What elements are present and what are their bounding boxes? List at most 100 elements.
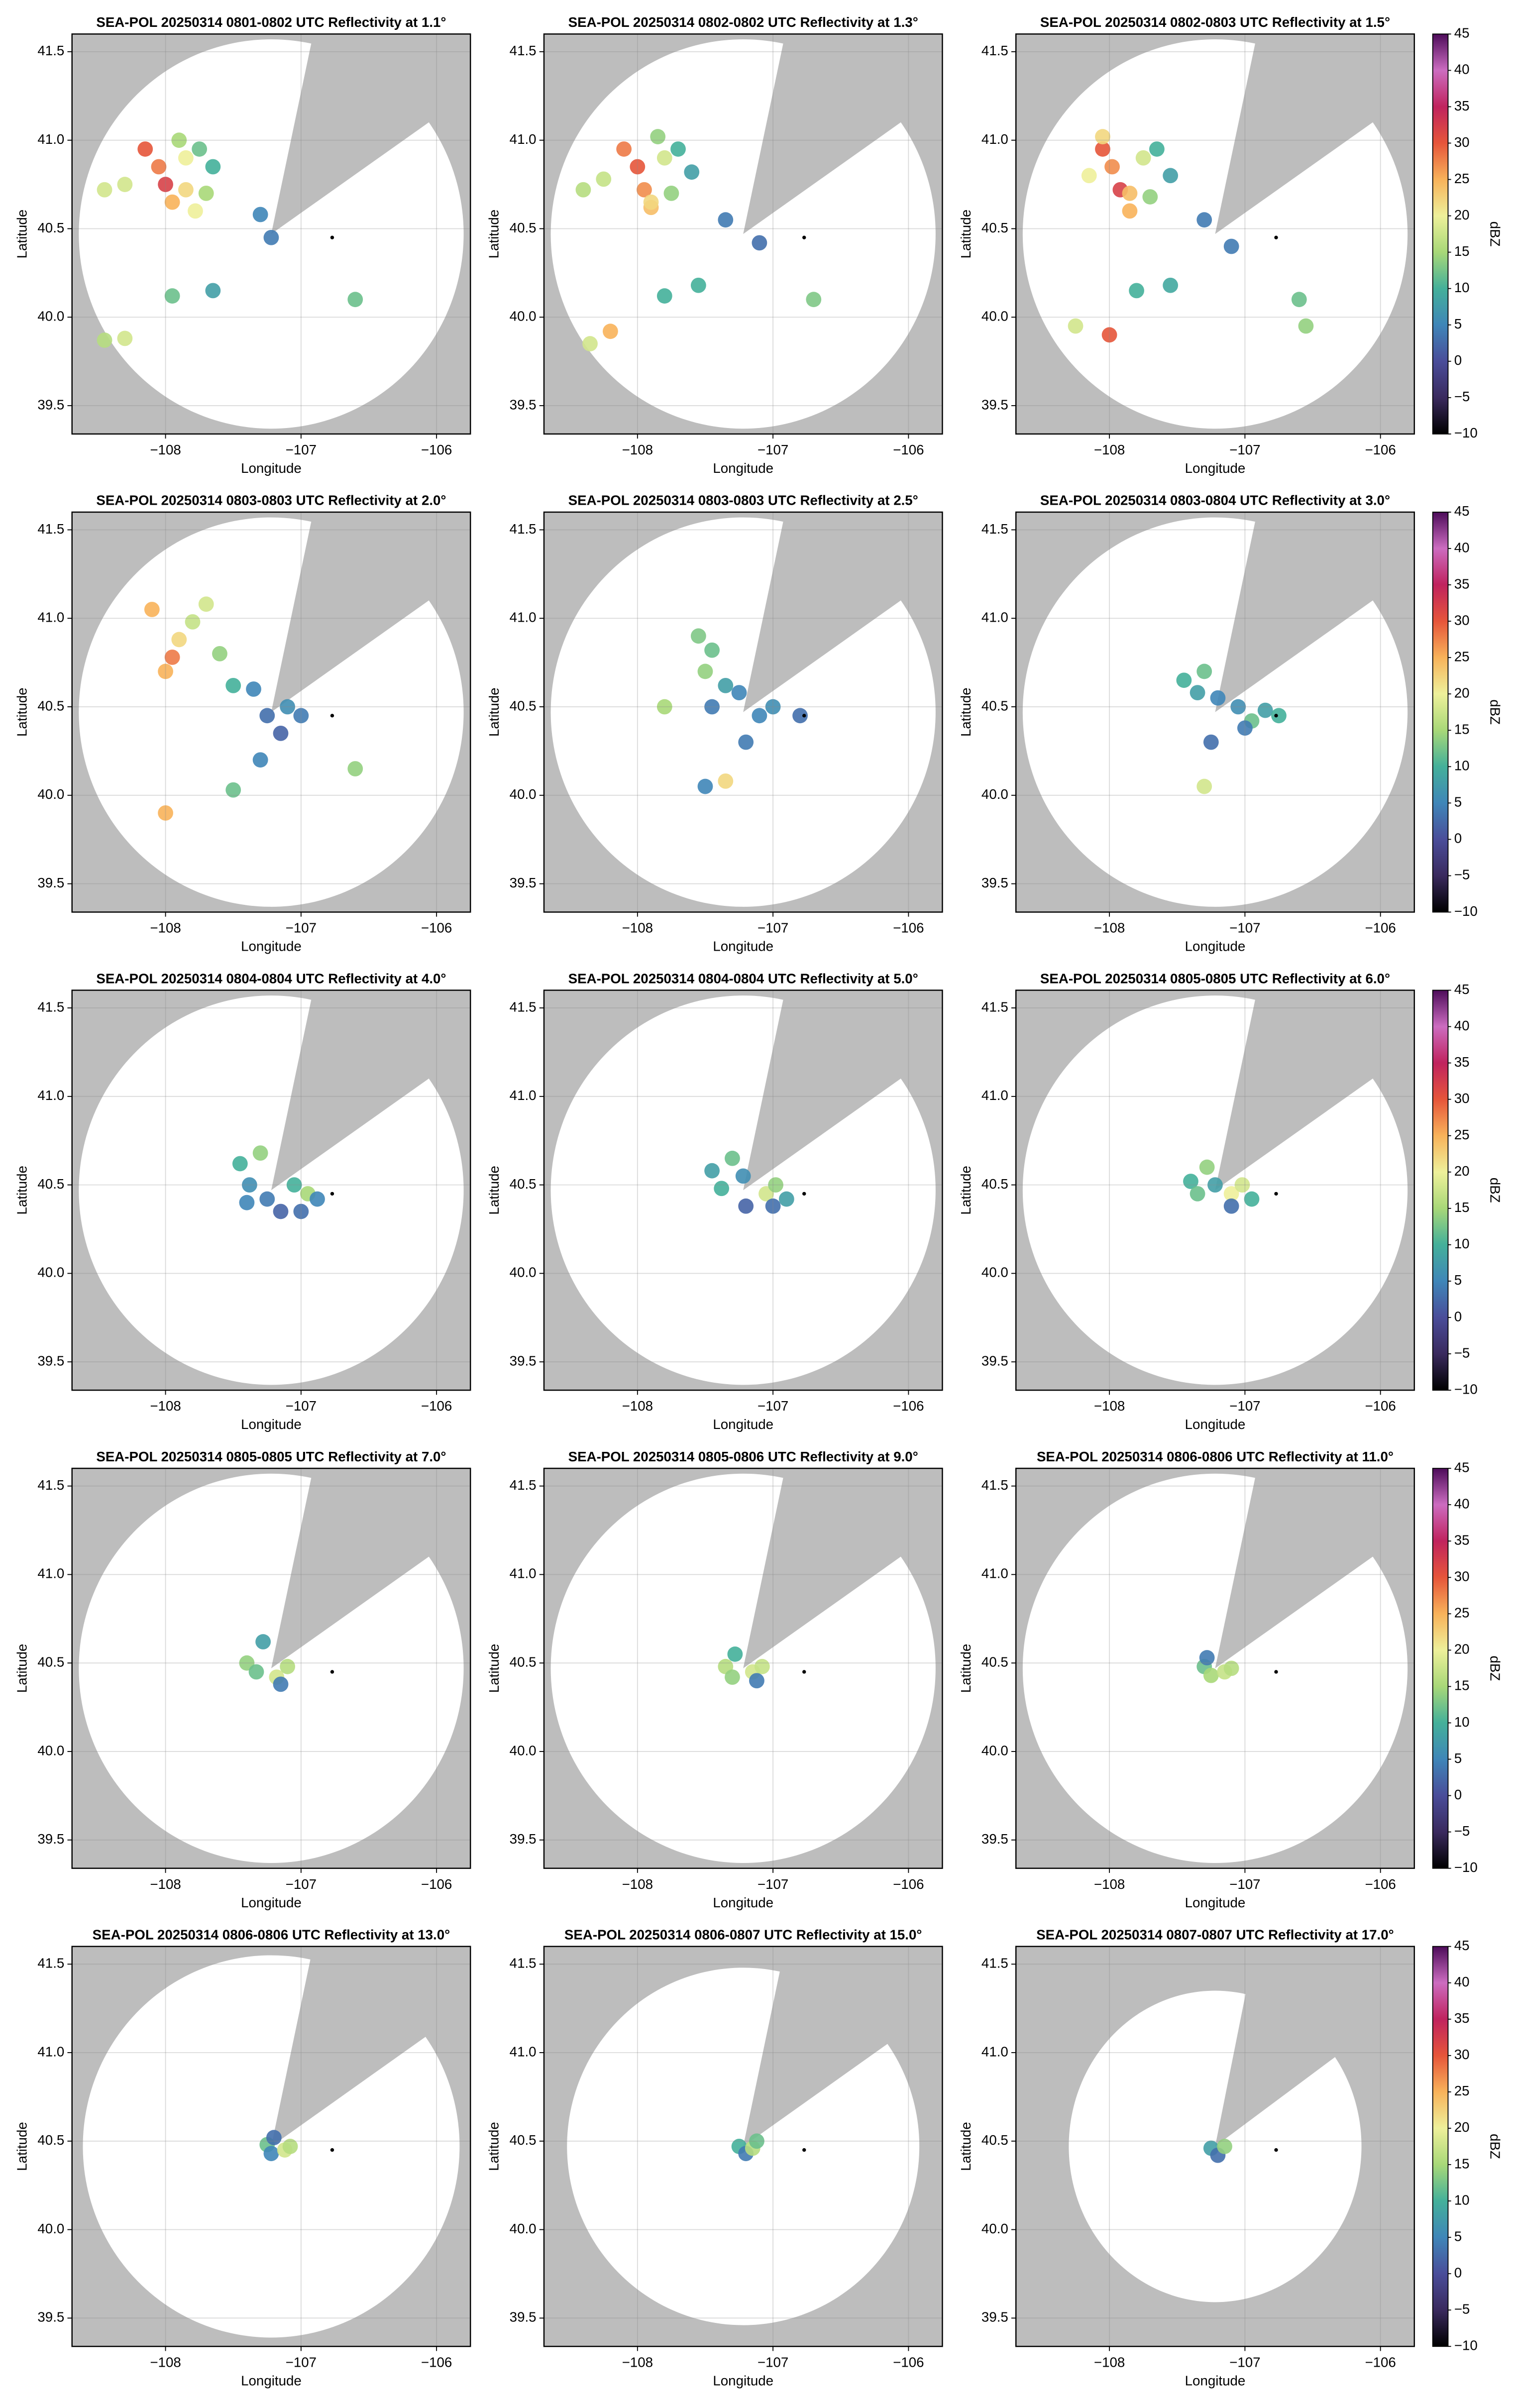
echo: [663, 185, 679, 201]
y-tick-label: 41.5: [981, 1956, 1008, 1971]
echo: [1176, 672, 1192, 688]
panel-title: SEA-POL 20250314 0802-0802 UTC Reflectiv…: [568, 14, 918, 30]
x-tick-label: −107: [286, 1398, 317, 1414]
y-tick-label: 41.0: [981, 610, 1008, 625]
axes-frame: [71, 1467, 471, 1869]
echo: [656, 288, 672, 304]
colorbar-tick-label: 25: [1454, 649, 1470, 664]
y-tick-label: 40.0: [510, 1743, 537, 1758]
echo: [280, 1658, 296, 1674]
echo: [1095, 141, 1110, 157]
y-tick-label: 40.5: [510, 220, 537, 235]
colorbar-tick-label: 0: [1454, 1309, 1462, 1324]
echo: [754, 1658, 770, 1674]
y-tick-label: 40.0: [981, 786, 1008, 802]
echo: [263, 229, 279, 245]
x-tick-label: −108: [622, 1398, 653, 1414]
panel: SEA-POL 20250314 0804-0804 UTC Reflectiv…: [14, 971, 471, 1432]
y-tick-label: 40.0: [981, 2221, 1008, 2236]
panel: SEA-POL 20250314 0802-0803 UTC Reflectiv…: [958, 14, 1503, 476]
echo: [1163, 277, 1179, 293]
y-axis-label: Latitude: [14, 1644, 29, 1693]
colorbar-tick-label: −5: [1454, 867, 1470, 882]
coverage-area: [550, 1473, 936, 1863]
echo: [1068, 318, 1084, 334]
y-tick-label: 39.5: [37, 2309, 64, 2325]
panel-title: SEA-POL 20250314 0806-0806 UTC Reflectiv…: [1037, 1449, 1394, 1464]
echo: [1223, 1198, 1239, 1214]
colorbar-tick-label: 10: [1454, 2192, 1470, 2207]
y-tick-label: 41.5: [510, 999, 537, 1014]
echo: [259, 708, 275, 724]
y-tick-label: 40.0: [981, 1743, 1008, 1758]
echo: [158, 177, 173, 192]
colorbar-tick-label: 10: [1454, 758, 1470, 773]
x-axis-label: Longitude: [1185, 2373, 1246, 2388]
colorbar-tick-label: 40: [1454, 1496, 1470, 1511]
echo: [1095, 129, 1110, 144]
echo: [630, 159, 646, 175]
panel: SEA-POL 20250314 0805-0805 UTC Reflectiv…: [958, 971, 1503, 1432]
x-tick-label: −108: [622, 2354, 653, 2370]
panel-title: SEA-POL 20250314 0805-0806 UTC Reflectiv…: [568, 1449, 918, 1464]
echo: [188, 203, 203, 219]
echo: [1271, 708, 1287, 724]
y-tick-label: 40.5: [37, 698, 64, 713]
colorbar-label: dBZ: [1488, 1178, 1503, 1203]
colorbar-tick-label: 30: [1454, 134, 1470, 150]
x-axis-label: Longitude: [1185, 1417, 1246, 1432]
echo: [1244, 1191, 1260, 1207]
y-tick-label: 41.0: [981, 2044, 1008, 2059]
axes-frame: [543, 511, 943, 913]
echo: [212, 646, 227, 661]
colorbar-tick-label: 45: [1454, 25, 1470, 41]
colorbar: [1432, 1946, 1449, 2347]
colorbar-tick-label: 40: [1454, 1018, 1470, 1033]
panel-title: SEA-POL 20250314 0802-0803 UTC Reflectiv…: [1040, 14, 1390, 30]
x-tick-label: −107: [758, 1398, 788, 1414]
y-tick-label: 39.5: [981, 1353, 1008, 1368]
echo: [1230, 699, 1246, 715]
echo: [1203, 1667, 1219, 1683]
y-tick-label: 41.5: [510, 521, 537, 537]
x-tick-label: −107: [1229, 1398, 1260, 1414]
echo: [293, 1204, 309, 1219]
panel: SEA-POL 20250314 0807-0807 UTC Reflectiv…: [958, 1927, 1503, 2388]
y-tick-label: 40.0: [510, 309, 537, 324]
colorbar-tick-label: 45: [1454, 1938, 1470, 1953]
panel-title: SEA-POL 20250314 0806-0807 UTC Reflectiv…: [564, 1927, 922, 1942]
echo: [1199, 1650, 1215, 1665]
colorbar: [1432, 512, 1449, 913]
echo: [158, 805, 173, 821]
colorbar-tick-label: 40: [1454, 62, 1470, 77]
colorbar-tick-label: 35: [1454, 1054, 1470, 1070]
y-tick-label: 39.5: [37, 397, 64, 412]
x-tick-label: −108: [1094, 920, 1125, 936]
y-tick-label: 39.5: [510, 1353, 537, 1368]
colorbar-tick-label: 0: [1454, 2265, 1462, 2280]
echo: [248, 1664, 264, 1680]
x-axis-label: Longitude: [1185, 460, 1246, 476]
colorbar-tick-label: 10: [1454, 1236, 1470, 1251]
panel-title: SEA-POL 20250314 0807-0807 UTC Reflectiv…: [1036, 1927, 1394, 1942]
radar-site: [1274, 1192, 1278, 1196]
panel: SEA-POL 20250314 0805-0806 UTC Reflectiv…: [486, 1449, 943, 1910]
coverage-area: [550, 995, 936, 1385]
radar-site: [1274, 2148, 1278, 2152]
panel: SEA-POL 20250314 0801-0802 UTC Reflectiv…: [14, 14, 471, 476]
echo: [1217, 2139, 1232, 2154]
y-tick-label: 41.5: [510, 43, 537, 58]
panel-title: SEA-POL 20250314 0803-0803 UTC Reflectiv…: [96, 493, 446, 508]
colorbar-tick-label: 20: [1454, 1642, 1470, 1657]
radar-site: [330, 714, 334, 718]
echo: [704, 699, 720, 715]
echo: [185, 614, 201, 630]
y-tick-label: 39.5: [510, 2309, 537, 2325]
colorbar-tick-label: 40: [1454, 540, 1470, 555]
echo: [602, 324, 618, 339]
y-tick-label: 39.5: [981, 397, 1008, 412]
y-tick-label: 40.0: [37, 1265, 64, 1280]
echo: [252, 1145, 268, 1161]
